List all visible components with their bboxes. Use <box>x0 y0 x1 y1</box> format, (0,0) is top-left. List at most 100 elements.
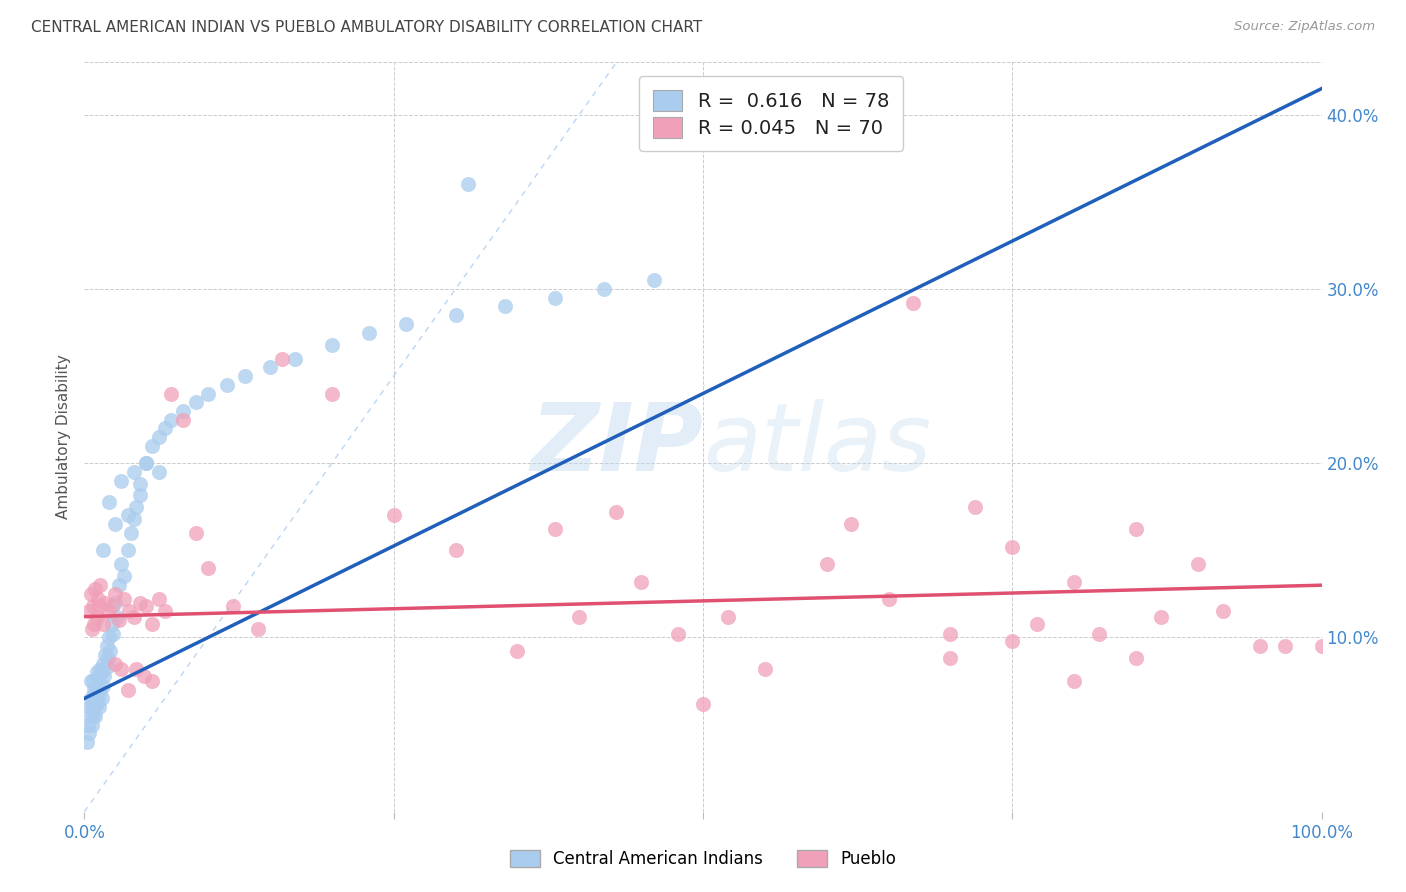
Point <box>89 682 111 697</box>
Point <box>717 609 740 624</box>
Point <box>643 273 665 287</box>
Point <box>197 561 219 575</box>
Point <box>1063 673 1085 688</box>
Point <box>1063 574 1085 589</box>
Point <box>117 543 139 558</box>
Point <box>87 691 110 706</box>
Point <box>91 616 114 631</box>
Point <box>605 505 627 519</box>
Point <box>94 648 117 662</box>
Point <box>1001 634 1024 648</box>
Point <box>98 631 121 645</box>
Point <box>108 613 131 627</box>
Point <box>96 639 118 653</box>
Point <box>89 662 111 676</box>
Point <box>86 609 108 624</box>
Point <box>108 578 131 592</box>
Point <box>172 412 194 426</box>
Point <box>246 622 269 636</box>
Point <box>83 700 105 714</box>
Point <box>86 697 108 711</box>
Point <box>1088 627 1111 641</box>
Point <box>90 691 112 706</box>
Point <box>129 487 152 501</box>
Point <box>122 609 145 624</box>
Point <box>395 317 418 331</box>
Point <box>129 477 152 491</box>
Point <box>630 574 652 589</box>
Point <box>506 644 529 658</box>
Point <box>543 291 565 305</box>
Point <box>79 604 101 618</box>
Point <box>141 439 163 453</box>
Point <box>357 326 380 340</box>
Point <box>93 669 115 683</box>
Point <box>122 465 145 479</box>
Point <box>97 604 120 618</box>
Point <box>120 525 142 540</box>
Point <box>1026 616 1049 631</box>
Point <box>153 421 176 435</box>
Point <box>82 709 104 723</box>
Point <box>118 604 141 618</box>
Point <box>1150 609 1173 624</box>
Point <box>117 682 139 697</box>
Point <box>444 543 467 558</box>
Point <box>110 474 132 488</box>
Point <box>84 582 107 596</box>
Point <box>215 377 238 392</box>
Point <box>79 691 101 706</box>
Point <box>79 709 101 723</box>
Point <box>117 508 139 523</box>
Point <box>494 299 516 313</box>
Point <box>284 351 307 366</box>
Point <box>222 599 245 613</box>
Point <box>160 386 183 401</box>
Point <box>97 651 120 665</box>
Point <box>77 717 100 731</box>
Point <box>89 669 111 683</box>
Point <box>86 682 108 697</box>
Point <box>80 717 103 731</box>
Point <box>692 697 714 711</box>
Point <box>79 726 101 740</box>
Legend: Central American Indians, Pueblo: Central American Indians, Pueblo <box>503 843 903 875</box>
Point <box>110 558 132 572</box>
Point <box>1001 540 1024 554</box>
Point <box>148 592 170 607</box>
Point <box>101 627 124 641</box>
Point <box>100 616 122 631</box>
Point <box>148 430 170 444</box>
Point <box>84 709 107 723</box>
Point <box>105 609 128 624</box>
Point <box>104 587 127 601</box>
Point <box>815 558 838 572</box>
Point <box>903 296 925 310</box>
Point <box>91 543 114 558</box>
Text: ZIP: ZIP <box>530 399 703 491</box>
Point <box>125 662 148 676</box>
Point <box>104 657 127 671</box>
Point <box>80 622 103 636</box>
Point <box>104 596 127 610</box>
Point <box>87 592 110 607</box>
Point <box>939 627 962 641</box>
Point <box>382 508 405 523</box>
Point <box>148 465 170 479</box>
Point <box>1125 523 1147 537</box>
Point <box>87 673 110 688</box>
Point <box>82 691 104 706</box>
Point <box>76 735 98 749</box>
Point <box>754 662 776 676</box>
Text: atlas: atlas <box>703 399 931 490</box>
Point <box>321 337 343 351</box>
Point <box>125 500 148 514</box>
Point <box>457 178 479 192</box>
Point <box>233 369 256 384</box>
Point <box>841 517 863 532</box>
Point <box>79 673 101 688</box>
Point <box>112 592 135 607</box>
Point <box>84 686 107 700</box>
Point <box>259 360 281 375</box>
Point <box>132 669 155 683</box>
